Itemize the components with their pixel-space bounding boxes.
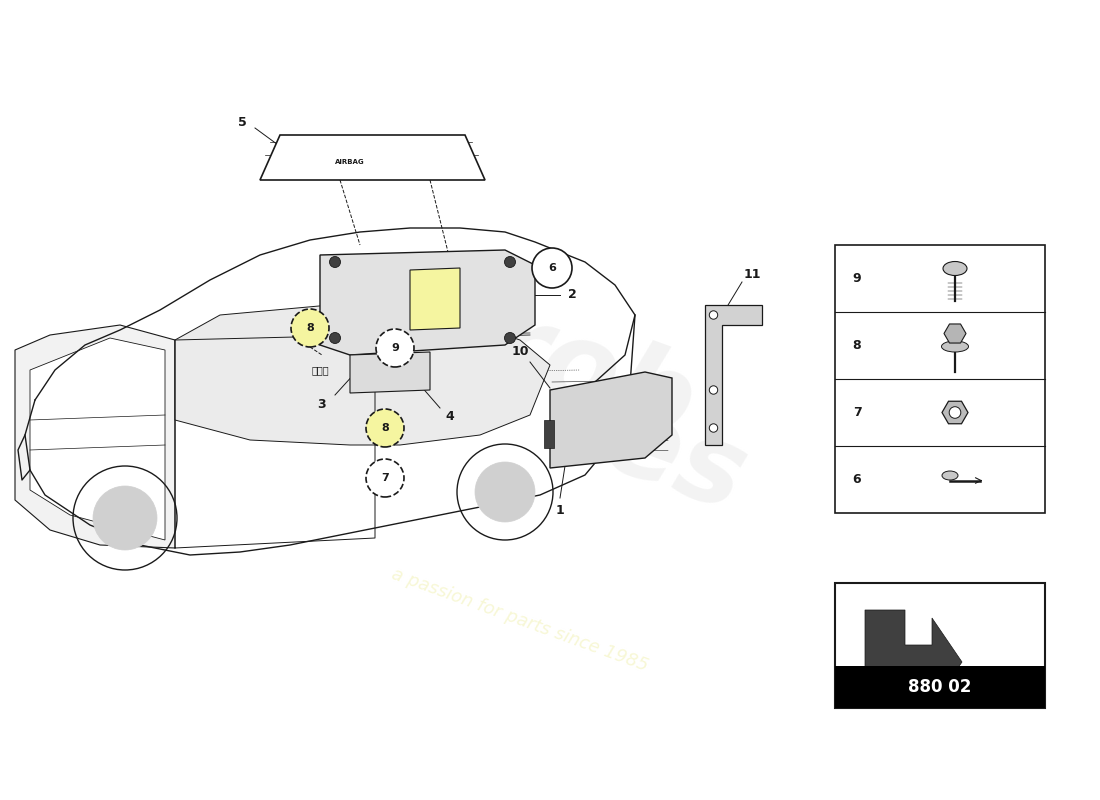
Circle shape: [710, 311, 717, 319]
Polygon shape: [260, 135, 485, 180]
Polygon shape: [705, 305, 762, 445]
Circle shape: [532, 248, 572, 288]
Circle shape: [330, 257, 341, 267]
Text: 7: 7: [852, 406, 861, 419]
Text: 3: 3: [318, 398, 327, 410]
Bar: [835, 245, 1045, 513]
Bar: [835, 583, 1045, 708]
Text: 2: 2: [568, 289, 576, 302]
Text: 1: 1: [556, 503, 564, 517]
Text: 5: 5: [238, 115, 246, 129]
Circle shape: [376, 329, 414, 367]
Text: AIRBAG: AIRBAG: [336, 159, 365, 165]
Ellipse shape: [942, 341, 968, 352]
Text: 8: 8: [852, 339, 861, 352]
Text: 6: 6: [548, 263, 556, 273]
Circle shape: [292, 309, 329, 347]
Text: res: res: [539, 366, 760, 534]
Circle shape: [505, 257, 516, 267]
Circle shape: [710, 424, 717, 432]
Circle shape: [94, 486, 157, 550]
Ellipse shape: [942, 471, 958, 480]
Bar: [544, 420, 554, 448]
Text: 10: 10: [512, 346, 529, 358]
Polygon shape: [30, 338, 165, 540]
Circle shape: [505, 333, 516, 343]
Polygon shape: [175, 305, 550, 445]
Text: a passion for parts since 1985: a passion for parts since 1985: [389, 565, 651, 675]
Ellipse shape: [943, 262, 967, 275]
Text: 6: 6: [852, 473, 861, 486]
Text: ᛝᛝᛝ: ᛝᛝᛝ: [311, 365, 329, 375]
Polygon shape: [550, 372, 672, 468]
Circle shape: [366, 409, 404, 447]
Circle shape: [366, 459, 404, 497]
Text: 9: 9: [852, 272, 861, 285]
Text: 4: 4: [446, 410, 454, 422]
Polygon shape: [320, 250, 535, 355]
Polygon shape: [865, 610, 962, 705]
Polygon shape: [942, 402, 968, 424]
Text: 8: 8: [381, 423, 389, 433]
Polygon shape: [350, 352, 430, 393]
Text: 7: 7: [381, 473, 389, 483]
Circle shape: [949, 406, 960, 418]
Polygon shape: [15, 325, 175, 548]
Text: 8: 8: [306, 323, 313, 333]
Polygon shape: [944, 324, 966, 343]
Text: eurob: eurob: [330, 238, 710, 462]
Text: 11: 11: [744, 269, 761, 282]
Polygon shape: [410, 268, 460, 330]
Bar: [835, 666, 1045, 708]
Circle shape: [710, 386, 717, 394]
Text: 9: 9: [392, 343, 399, 353]
Circle shape: [475, 462, 535, 522]
Circle shape: [330, 333, 341, 343]
Text: 880 02: 880 02: [909, 678, 971, 696]
